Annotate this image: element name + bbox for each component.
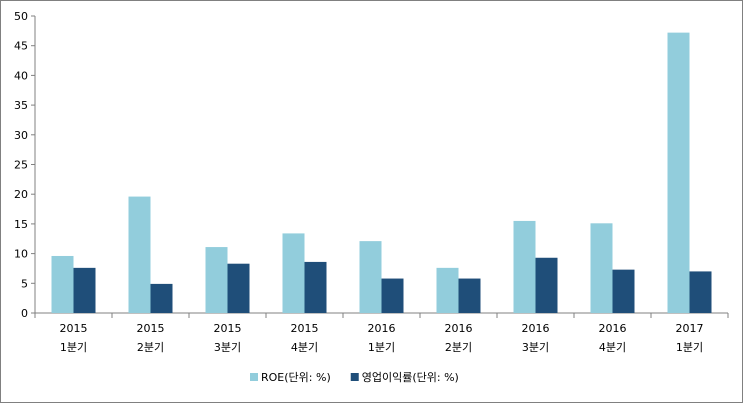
x-tick-label-line: 2016 — [368, 322, 396, 335]
x-tick-label-line: 4분기 — [599, 341, 626, 354]
x-tick-label-line: 2016 — [599, 322, 627, 335]
bar-roe — [205, 247, 228, 313]
x-tick-label-line: 2016 — [522, 322, 550, 335]
bar-operating-margin — [535, 257, 558, 313]
bar-roe — [590, 223, 613, 313]
legend-swatch — [350, 373, 359, 381]
x-tick-label: 2016 3분기 — [522, 322, 550, 354]
x-tick-label-line: 1분기 — [368, 341, 395, 354]
bar-operating-margin — [381, 278, 404, 313]
x-tick-label-line: 1분기 — [60, 341, 87, 354]
x-tick-label-line: 2분기 — [445, 341, 472, 354]
y-tick-label: 35 — [14, 99, 28, 112]
y-tick-label: 30 — [14, 129, 28, 142]
legend: ROE(단위: %) 영업이익률(단위: %) — [250, 371, 459, 384]
x-tick-label: 2015 2분기 — [137, 322, 165, 354]
x-tick-label-line: 4분기 — [291, 341, 318, 354]
x-tick-label-line: 2015 — [60, 322, 88, 335]
y-tick-label: 15 — [14, 218, 28, 231]
x-tick-label: 2017 1분기 — [676, 322, 704, 354]
bar-roe — [51, 255, 74, 313]
x-tick-label-line: 2016 — [445, 322, 473, 335]
bar-roe — [436, 267, 459, 313]
y-tick-label: 0 — [21, 307, 28, 320]
y-tick-label: 20 — [14, 188, 28, 201]
y-tick-label: 40 — [14, 69, 28, 82]
bar-operating-margin — [458, 278, 481, 313]
y-tick-label: 25 — [14, 159, 28, 172]
legend-swatch — [250, 373, 258, 381]
bar-operating-margin — [73, 267, 96, 313]
y-tick-label: 45 — [14, 40, 28, 53]
x-tick-label-line: 2015 — [137, 322, 165, 335]
legend-label: ROE(단위: %) — [261, 371, 331, 384]
bar-roe — [513, 220, 536, 313]
x-tick-label: 2016 1분기 — [368, 322, 396, 354]
y-tick-label: 50 — [14, 10, 28, 23]
legend-label: 영업이익률(단위: %) — [362, 371, 459, 384]
x-tick-label-line: 2015 — [291, 322, 319, 335]
x-tick-label: 2016 4분기 — [599, 322, 627, 354]
x-tick-label-line: 2017 — [676, 322, 704, 335]
bar-operating-margin — [689, 271, 712, 313]
x-tick-label-line: 3분기 — [214, 341, 241, 354]
bar-operating-margin — [304, 261, 327, 313]
bar-roe — [282, 233, 305, 313]
y-tick-label: 10 — [14, 248, 28, 261]
x-tick-label-line: 2015 — [214, 322, 242, 335]
x-tick-label-line: 3분기 — [522, 341, 549, 354]
y-tick-label: 5 — [21, 277, 28, 290]
x-tick-label: 2015 4분기 — [291, 322, 319, 354]
bar-roe — [128, 196, 151, 313]
bar-roe — [359, 241, 382, 313]
x-tick-label: 2015 3분기 — [214, 322, 242, 354]
bars — [51, 32, 712, 314]
bar-roe — [667, 32, 690, 314]
x-tick-label: 2016 2분기 — [445, 322, 473, 354]
bar-operating-margin — [612, 269, 635, 313]
x-tick-label: 2015 1분기 — [60, 322, 88, 354]
bar-operating-margin — [227, 263, 250, 313]
x-tick-label-line: 2분기 — [137, 341, 164, 354]
x-tick-label-line: 1분기 — [676, 341, 703, 354]
bar-operating-margin — [150, 283, 173, 313]
